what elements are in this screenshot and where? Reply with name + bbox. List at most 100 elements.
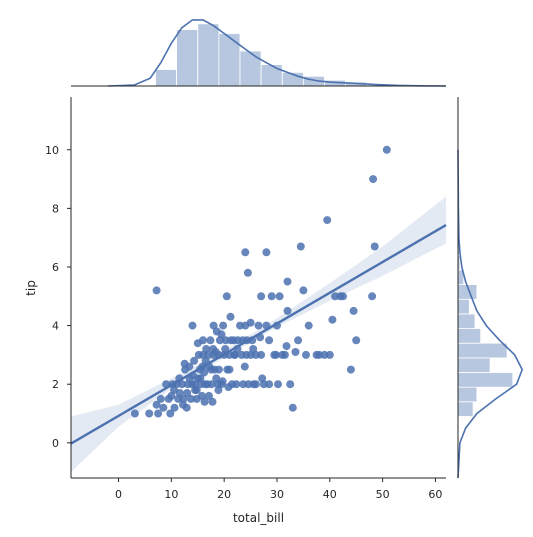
- top-histogram-bar: [239, 50, 262, 87]
- scatter-point: [152, 400, 161, 409]
- scatter-point: [227, 336, 235, 345]
- scatter-point: [156, 394, 165, 403]
- top-histogram-bar: [176, 29, 199, 87]
- y-tick-label: 8: [52, 202, 59, 215]
- scatter-point: [240, 362, 249, 371]
- scatter-point: [214, 386, 223, 395]
- top-histogram-bar: [218, 33, 241, 87]
- scatter-point: [226, 312, 235, 321]
- scatter-point: [274, 380, 282, 389]
- right-marginal: [457, 97, 524, 479]
- top-histogram-bar: [260, 64, 283, 87]
- scatter-point: [206, 336, 215, 345]
- right-histogram-bar: [457, 328, 482, 344]
- scatter-point: [212, 374, 221, 383]
- scatter-point: [283, 306, 292, 315]
- scatter-point: [154, 409, 163, 418]
- scatter-point: [191, 386, 200, 395]
- scatter-point: [193, 339, 202, 348]
- right-histogram-bar: [457, 313, 476, 329]
- scatter-point: [275, 292, 284, 301]
- scatter-point: [180, 359, 189, 368]
- right-histogram-bar: [457, 401, 474, 417]
- scatter-point: [159, 403, 168, 412]
- scatter-point: [294, 336, 303, 345]
- y-tick-label: 2: [52, 378, 59, 391]
- scatter-point: [130, 409, 139, 418]
- scatter-point: [241, 248, 250, 257]
- x-tick-label: 60: [428, 488, 442, 501]
- scatter-point: [299, 286, 308, 295]
- scatter-point: [249, 345, 258, 353]
- top-marginal: [71, 19, 447, 87]
- scatter-point: [222, 292, 231, 301]
- scatter-point: [304, 321, 313, 330]
- scatter-point: [232, 380, 241, 389]
- scatter-point: [217, 330, 226, 339]
- x-tick-label: 10: [164, 488, 178, 501]
- scatter-point: [262, 248, 271, 257]
- x-tick-label: 20: [217, 488, 231, 501]
- scatter-point: [382, 145, 391, 154]
- scatter-point: [179, 394, 188, 403]
- top-histogram-bar: [155, 69, 178, 87]
- scatter-point: [242, 350, 251, 359]
- scatter-point: [219, 321, 228, 330]
- scatter-point: [368, 292, 377, 301]
- scatter-point: [225, 365, 234, 374]
- scatter-point: [271, 350, 280, 359]
- scatter-point: [254, 321, 263, 330]
- right-histogram-bar: [457, 342, 508, 359]
- scatter-point: [204, 391, 213, 400]
- scatter-point: [296, 242, 305, 251]
- x-axis-label: total_bill: [233, 511, 284, 525]
- scatter-point: [224, 383, 233, 392]
- right-histogram-bar: [457, 386, 478, 403]
- scatter-point: [352, 336, 361, 345]
- scatter-point: [183, 389, 192, 397]
- right-histogram-bar: [457, 357, 491, 373]
- scatter-point: [328, 315, 337, 324]
- scatter-point: [267, 292, 276, 301]
- scatter-point: [170, 403, 179, 412]
- scatter-point: [251, 380, 260, 389]
- y-tick-label: 10: [45, 144, 59, 157]
- scatter-point: [243, 268, 252, 277]
- scatter-point: [246, 318, 255, 327]
- y-tick-label: 4: [52, 320, 59, 333]
- scatter-point: [186, 394, 195, 403]
- scatter-point: [257, 292, 266, 301]
- scatter-point: [209, 345, 218, 353]
- scatter-point: [265, 336, 274, 345]
- scatter-point: [349, 306, 358, 315]
- top-kde-curve: [107, 19, 447, 87]
- main-plot: 0 10 20 30 40 50 60 0 2 4 6 8 10 total_bill tip: [24, 97, 447, 525]
- scatter-point: [265, 380, 274, 389]
- right-histogram-bar: [457, 372, 514, 388]
- scatter-point: [207, 365, 215, 374]
- scatter-point: [209, 321, 218, 330]
- scatter-point: [346, 365, 355, 374]
- top-histogram-bar: [197, 23, 220, 87]
- scatter-point: [218, 377, 227, 386]
- scatter-point: [152, 286, 161, 295]
- scatter-point: [200, 397, 209, 406]
- scatter-point: [192, 394, 201, 403]
- scatter-point: [166, 409, 175, 418]
- right-histogram-bar: [457, 298, 470, 315]
- scatter-point: [369, 175, 378, 184]
- scatter-point: [145, 409, 154, 418]
- scatter-point: [170, 386, 178, 395]
- scatter-point: [214, 365, 223, 374]
- scatter-point: [188, 321, 197, 330]
- scatter-point: [280, 350, 289, 359]
- y-axis-label: tip: [24, 280, 38, 296]
- scatter-point: [196, 374, 205, 383]
- scatter-point: [221, 345, 230, 353]
- scatter-point: [286, 380, 295, 389]
- scatter-point: [257, 350, 266, 359]
- x-tick-label: 30: [270, 488, 284, 501]
- scatter-point: [208, 397, 217, 406]
- scatter-point: [190, 356, 199, 365]
